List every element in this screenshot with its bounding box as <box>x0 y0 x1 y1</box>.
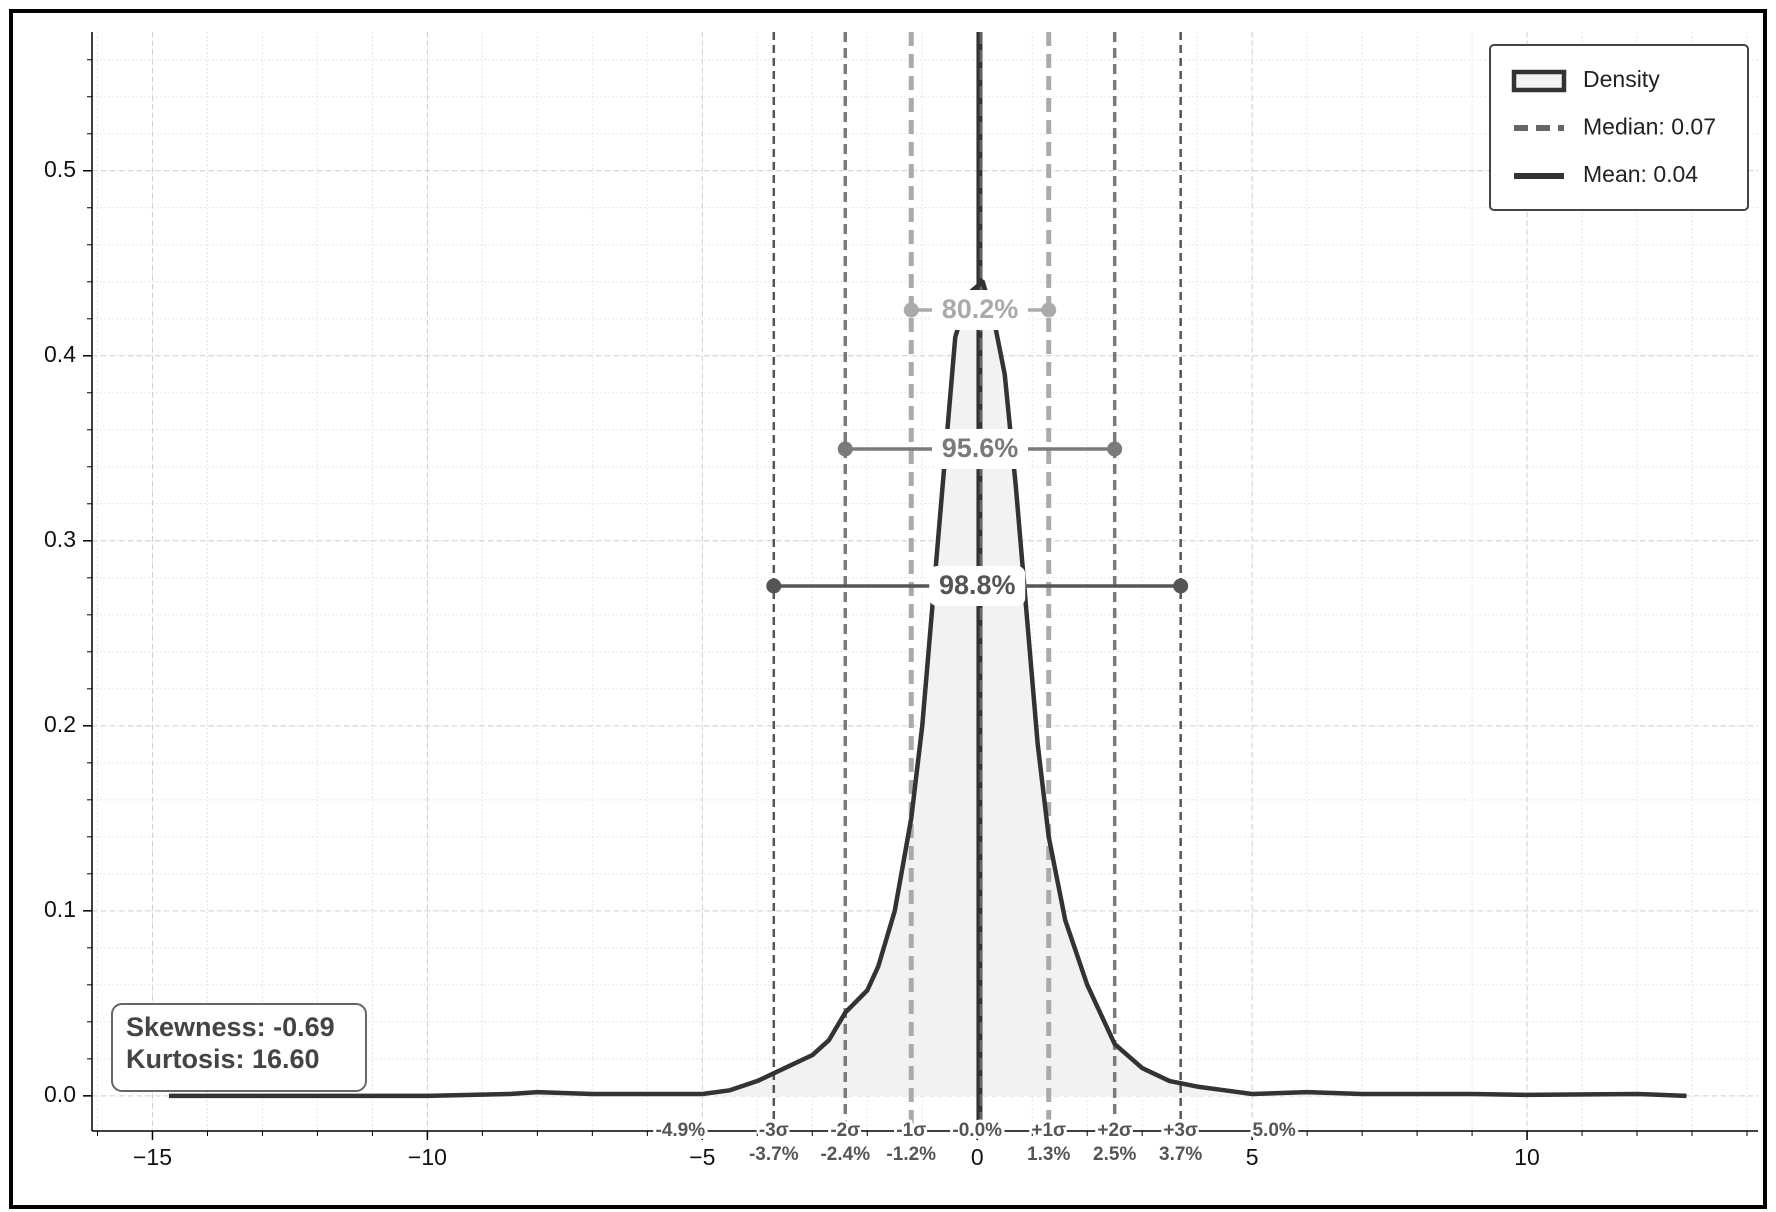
y-tick-label: 0.3 <box>44 526 76 552</box>
sigma-value-label: -3.7% <box>749 1144 799 1165</box>
sigma-label: -3σ <box>759 1120 789 1141</box>
sigma-label: -1σ <box>896 1120 926 1141</box>
interval-end <box>903 302 919 318</box>
y-tick-label: 0.5 <box>44 156 76 182</box>
stats-frame <box>111 1003 367 1092</box>
legend-label: Mean: 0.04 <box>1583 161 1698 187</box>
legend: Density Median: 0.07 Mean: 0.04 <box>1489 44 1749 211</box>
density-area <box>168 281 1687 1096</box>
y-tick-label: 0.0 <box>44 1081 76 1107</box>
y-tick-label: 0.2 <box>44 711 76 737</box>
stats-box: Skewness: -0.69 Kurtosis: 16.60 <box>111 1003 367 1092</box>
sigma-value-label: -1.2% <box>886 1144 936 1165</box>
interval-end <box>1041 302 1057 318</box>
kurtosis: Kurtosis: 16.60 <box>126 1044 320 1074</box>
interval-label: 80.2% <box>942 294 1019 324</box>
interval-label-box <box>931 429 1028 469</box>
interval-label: 95.6% <box>942 433 1019 463</box>
x-tick-label: −5 <box>689 1144 715 1170</box>
y-tick-label: 0.4 <box>44 341 76 367</box>
sigma-value-label: -2.4% <box>820 1144 870 1165</box>
x-tick-label: 10 <box>1514 1144 1540 1170</box>
x-tick-label: −10 <box>408 1144 447 1170</box>
sigma-value-label: 1.3% <box>1027 1144 1070 1165</box>
sigma-value-label: 3.7% <box>1159 1144 1202 1165</box>
sigma-label: +2σ <box>1097 1120 1132 1141</box>
interval-end <box>766 578 782 594</box>
interval-label-box <box>931 290 1028 330</box>
interval-end <box>1107 441 1123 457</box>
interval-label-box <box>929 566 1026 606</box>
legend-swatch <box>1511 69 1567 93</box>
tail-label: 5.0% <box>1252 1120 1295 1141</box>
legend-label: Density <box>1583 66 1660 92</box>
sigma-label: +1σ <box>1031 1120 1066 1141</box>
x-tick-label: −15 <box>133 1144 172 1170</box>
tail-label: -4.9% <box>656 1120 706 1141</box>
skewness: Skewness: -0.69 <box>126 1012 335 1042</box>
x-tick-label: 5 <box>1246 1144 1259 1170</box>
sigma-value-label: 2.5% <box>1093 1144 1136 1165</box>
interval-label: 98.8% <box>939 570 1016 600</box>
legend-label: Median: 0.07 <box>1583 114 1716 140</box>
y-tick-label: 0.1 <box>44 896 76 922</box>
sigma-label: +3σ <box>1163 1120 1198 1141</box>
interval-end <box>837 441 853 457</box>
tail-label: -0.0% <box>952 1120 1002 1141</box>
x-tick-label: 0 <box>971 1144 984 1170</box>
sigma-label: -2σ <box>830 1120 860 1141</box>
interval-end <box>1173 578 1189 594</box>
